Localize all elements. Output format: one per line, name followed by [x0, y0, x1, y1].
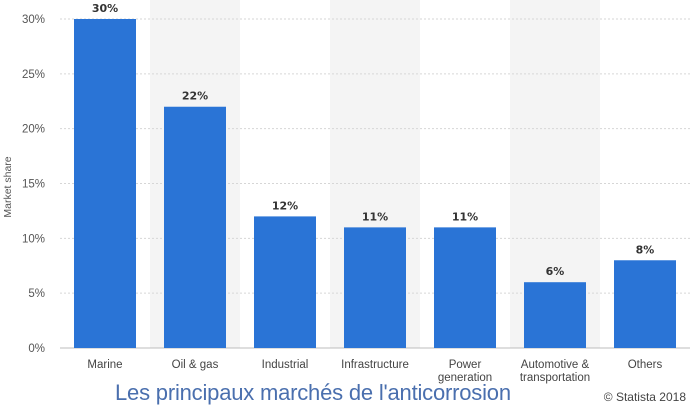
bar — [614, 260, 676, 348]
x-tick-label: Oil & gas — [172, 359, 219, 371]
y-tick-label: 10% — [22, 233, 45, 245]
source-credit: © Statista 2018 — [603, 390, 686, 404]
chart-caption: Les principaux marchés de l'anticorrosio… — [115, 380, 511, 405]
bar — [524, 282, 586, 348]
y-tick-label: 25% — [22, 69, 45, 81]
x-tick-label: Marine — [87, 359, 122, 371]
bar — [254, 216, 316, 348]
data-label: 11% — [362, 210, 388, 223]
bar — [164, 106, 226, 348]
data-label: 11% — [452, 210, 478, 223]
data-label: 30% — [92, 2, 118, 15]
x-tick-label: Power generation — [438, 359, 492, 384]
x-tick-label: Others — [628, 359, 663, 371]
y-tick-label: 30% — [22, 14, 45, 26]
data-label: 22% — [182, 90, 208, 103]
data-label: 6% — [546, 265, 565, 278]
x-tick-label: Automotive & transportation — [520, 359, 590, 384]
y-tick-label: 15% — [22, 179, 45, 191]
y-tick-label: 20% — [22, 124, 45, 136]
x-tick-label: Infrastructure — [341, 359, 409, 371]
x-tick-label: Industrial — [262, 359, 309, 371]
bar — [434, 227, 496, 348]
data-label: 8% — [636, 243, 655, 256]
data-label: 12% — [272, 199, 298, 212]
y-tick-label: 5% — [28, 288, 45, 300]
y-tick-label: 0% — [28, 343, 45, 355]
bar — [344, 227, 406, 348]
y-axis-label: Market share — [2, 156, 14, 217]
bar — [74, 19, 136, 348]
